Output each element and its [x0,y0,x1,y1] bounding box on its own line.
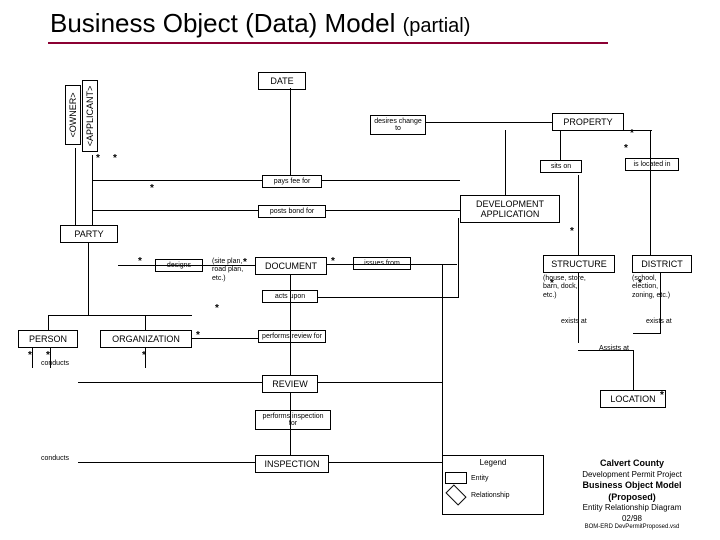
rel-sits-on: sits on [540,160,582,173]
line [578,175,579,255]
star: * [630,128,634,139]
legend-title: Legend [445,458,541,467]
star: * [113,153,117,164]
legend-entity-label: Entity [471,475,489,482]
entity-structure: STRUCTURE [543,255,615,273]
line [290,275,291,375]
footer-diagram: Entity Relationship Diagram [562,503,702,513]
entity-organization: ORGANIZATION [100,330,192,348]
rel-posts-bond: posts bond for [258,205,326,218]
line [78,382,262,383]
footer-date: 02/98 [562,514,702,524]
legend-entity-icon [445,472,467,484]
star: * [243,257,247,268]
star: * [138,256,142,267]
line [32,348,33,368]
line [290,88,291,175]
entity-location: LOCATION [600,390,666,408]
star: * [638,278,642,289]
rel-desires-change: desires change to [370,115,426,135]
line [50,348,51,368]
entity-owner: <OWNER> [65,85,81,145]
footer-model: Business Object Model (Proposed) [562,480,702,503]
rel-performs-inspection: performs inspection for [255,410,331,430]
rel-located-in: is located in [625,158,679,171]
legend-relationship-icon [445,484,466,505]
entity-review: REVIEW [262,375,318,393]
line [578,273,579,343]
line [660,273,661,333]
footer-project: Development Permit Project [562,470,702,480]
entity-party: PARTY [60,225,118,243]
title-main: Business Object (Data) Model [50,8,403,38]
line [48,315,192,316]
star: * [550,278,554,289]
rel-performs-review: performs review for [258,330,326,343]
entity-district: DISTRICT [632,255,692,273]
line [92,180,262,181]
title-underline [48,42,608,44]
entity-dev-app: DEVELOPMENT APPLICATION [460,195,560,223]
entity-property: PROPERTY [552,113,624,131]
rel-conducts-1: conducts [40,360,70,367]
line [633,350,634,390]
line [290,392,291,455]
star: * [570,226,574,237]
line [75,148,76,225]
line [560,130,561,160]
line [145,315,146,330]
line [329,462,442,463]
line [318,297,458,298]
line [650,130,651,255]
star: * [28,350,32,361]
line [48,315,49,330]
line [442,265,443,465]
line [92,155,93,225]
rel-pays-fee: pays fee for [262,175,322,188]
rel-conducts-2: conducts [40,455,70,462]
line [633,333,661,334]
line [78,462,255,463]
rel-exists-at-1: exists at [560,318,588,325]
star: * [331,256,335,267]
page-title: Business Object (Data) Model (partial) [50,8,470,39]
legend-row-relationship: Relationship [445,489,541,501]
star: * [660,390,664,401]
entity-applicant: <APPLICANT> [82,80,98,152]
line [505,130,506,195]
note-document: (site plan, road plan, etc.) [212,258,256,283]
star: * [150,183,154,194]
line [92,210,258,211]
line [192,338,258,339]
line [88,243,89,315]
line [322,180,460,181]
footer-county: Calvert County [562,458,702,470]
legend-row-entity: Entity [445,472,541,484]
legend-box: Legend Entity Relationship [442,455,544,515]
star: * [196,330,200,341]
title-suffix: (partial) [403,15,471,37]
legend-relationship-label: Relationship [471,492,510,499]
footer-file: BOM-ERD DevPermitProposed.vsd [562,524,702,532]
line [624,130,652,131]
star: * [142,350,146,361]
footer: Calvert County Development Permit Projec… [562,458,702,532]
entity-document: DOCUMENT [255,257,327,275]
entity-date: DATE [258,72,306,90]
rel-exists-at-2: exists at [645,318,673,325]
line [458,218,459,298]
line [318,382,442,383]
entity-person: PERSON [18,330,78,348]
star: * [215,303,219,314]
star: * [46,350,50,361]
line [578,350,633,351]
line [426,122,552,123]
star: * [96,153,100,164]
line [326,210,460,211]
star: * [624,143,628,154]
entity-inspection: INSPECTION [255,455,329,473]
line [327,264,457,265]
